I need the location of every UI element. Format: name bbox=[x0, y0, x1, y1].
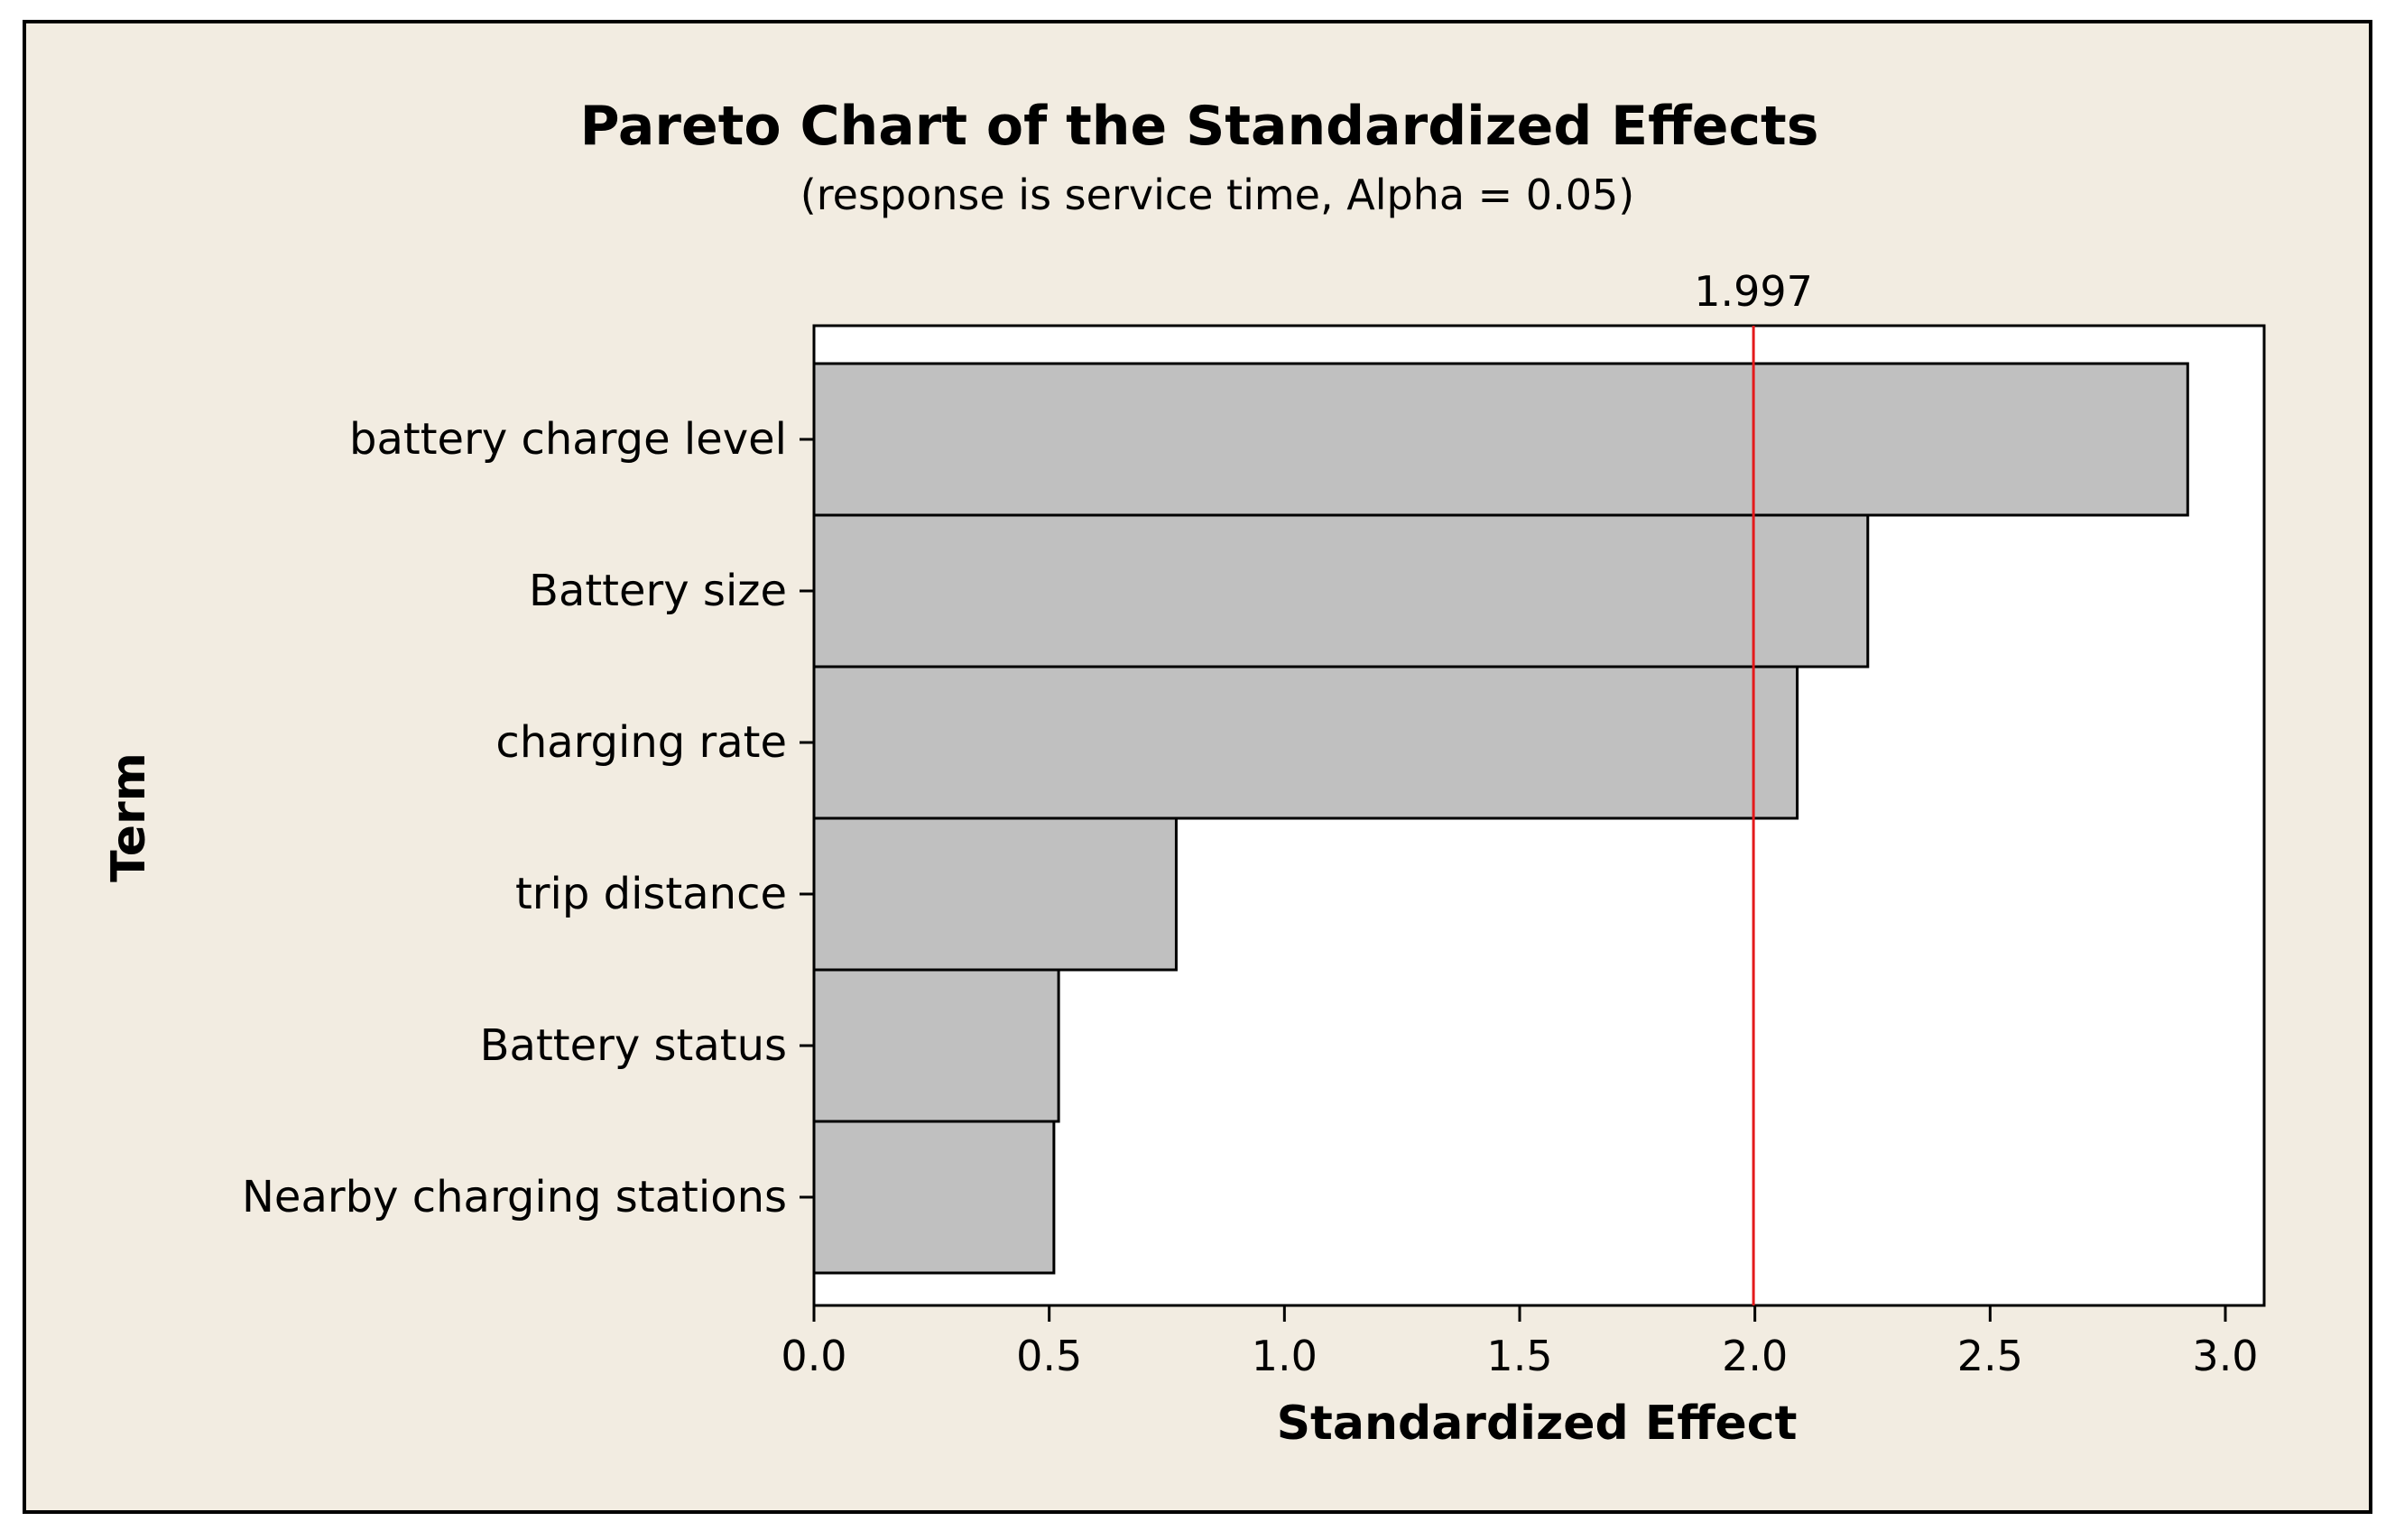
y-tick-label: charging rate bbox=[495, 717, 787, 768]
y-tick-label: trip distance bbox=[515, 869, 787, 919]
x-axis-label: Standardized Effect bbox=[1277, 1397, 1798, 1451]
x-tick-label: 2.5 bbox=[1957, 1332, 2023, 1380]
chart-subtitle: (response is service time, Alpha = 0.05) bbox=[800, 171, 1634, 219]
bars-group bbox=[812, 362, 2189, 1275]
x-tick-label: 0.0 bbox=[781, 1332, 846, 1380]
x-tick-label: 3.0 bbox=[2192, 1332, 2258, 1380]
bar-0 bbox=[812, 362, 2189, 517]
y-tick-labels: battery charge level Battery size charging… bbox=[242, 414, 814, 1222]
x-tick-label: 1.5 bbox=[1486, 1332, 1552, 1380]
y-tick-label: Battery status bbox=[480, 1020, 787, 1071]
y-tick-label: Nearby charging stations bbox=[242, 1172, 787, 1222]
y-tick-label: Battery size bbox=[529, 566, 787, 616]
x-tick-label: 0.5 bbox=[1016, 1332, 1082, 1380]
bar-5 bbox=[812, 1120, 1056, 1275]
y-axis-label: Term bbox=[102, 752, 156, 882]
bar-1 bbox=[812, 513, 1870, 669]
bar-3 bbox=[812, 816, 1178, 972]
x-axis-ticks: 0.0 0.5 1.0 1.5 2.0 2.5 3.0 bbox=[781, 1305, 2259, 1380]
chart-title: Pareto Chart of the Standardized Effects bbox=[580, 95, 1819, 158]
x-tick-label: 2.0 bbox=[1722, 1332, 1788, 1380]
x-tick-label: 1.0 bbox=[1252, 1332, 1318, 1380]
bar-2 bbox=[812, 665, 1799, 820]
y-tick-label: battery charge level bbox=[349, 414, 787, 465]
bar-4 bbox=[812, 968, 1060, 1123]
reference-line-label: 1.997 bbox=[1694, 267, 1813, 316]
